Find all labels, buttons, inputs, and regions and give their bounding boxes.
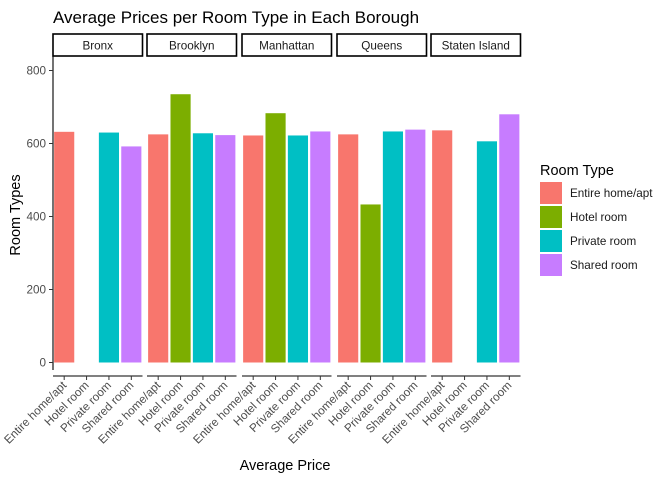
facet-label-bronx: Bronx — [82, 40, 113, 53]
chart-title: Average Prices per Room Type in Each Bor… — [53, 8, 419, 27]
legend-key-entire-home-apt — [540, 182, 562, 204]
y-tick-label-800: 800 — [26, 65, 46, 78]
facet-strip-brooklyn — [146, 33, 238, 57]
bar-staten-island-entire-home-apt — [432, 130, 453, 363]
bar-queens-private-room — [382, 131, 404, 363]
facet-strip-bronx — [52, 33, 144, 57]
facet-strip-staten-island — [430, 33, 522, 57]
y-tick-label-400: 400 — [26, 211, 46, 224]
bar-brooklyn-shared-room — [215, 135, 236, 363]
bar-queens-entire-home-apt — [338, 134, 359, 363]
bar-brooklyn-hotel-room — [170, 94, 191, 363]
y-tick-label-200: 200 — [26, 284, 46, 297]
y-tick-label-0: 0 — [39, 357, 46, 370]
bar-bronx-entire-home-apt — [54, 131, 75, 363]
y-axis: 0 200 400 600 800 — [26, 56, 54, 370]
legend-label-entire-home-apt: Entire home/apt — [570, 187, 653, 200]
legend: Room Type Entire home/apt Hotel room Priva… — [540, 163, 653, 276]
legend-label-hotel-room: Hotel room — [570, 211, 627, 224]
legend-key-shared-room — [540, 254, 562, 276]
bar-bronx-shared-room — [121, 146, 142, 363]
bar-manhattan-entire-home-apt — [243, 135, 264, 363]
bar-brooklyn-entire-home-apt — [148, 134, 169, 363]
bar-staten-island-private-room — [476, 141, 498, 363]
bar-manhattan-private-room — [287, 135, 309, 363]
legend-label-private-room: Private room — [570, 235, 636, 248]
facet-label-queens: Queens — [361, 40, 402, 53]
legend-key-private-room — [540, 230, 562, 252]
legend-title: Room Type — [540, 163, 614, 179]
legend-label-shared-room: Shared room — [570, 259, 638, 272]
y-axis-title: Room Types — [8, 174, 24, 255]
bar-queens-hotel-room — [360, 204, 381, 363]
facet-strip-queens — [336, 33, 428, 57]
facet-label-brooklyn: Brooklyn — [169, 40, 214, 53]
bar-brooklyn-private-room — [192, 133, 214, 363]
legend-key-hotel-room — [540, 206, 562, 228]
x-axis-title: Average Price — [240, 458, 331, 474]
facet-label-staten-island: Staten Island — [442, 40, 510, 53]
bar-manhattan-shared-room — [310, 131, 331, 363]
y-tick-label-600: 600 — [26, 138, 46, 151]
bar-staten-island-shared-room — [499, 114, 520, 363]
facet-label-manhattan: Manhattan — [259, 40, 314, 53]
bar-queens-shared-room — [405, 129, 426, 363]
facet-strip-manhattan — [241, 33, 333, 57]
bar-manhattan-hotel-room — [265, 113, 286, 363]
bar-bronx-private-room — [98, 132, 120, 363]
